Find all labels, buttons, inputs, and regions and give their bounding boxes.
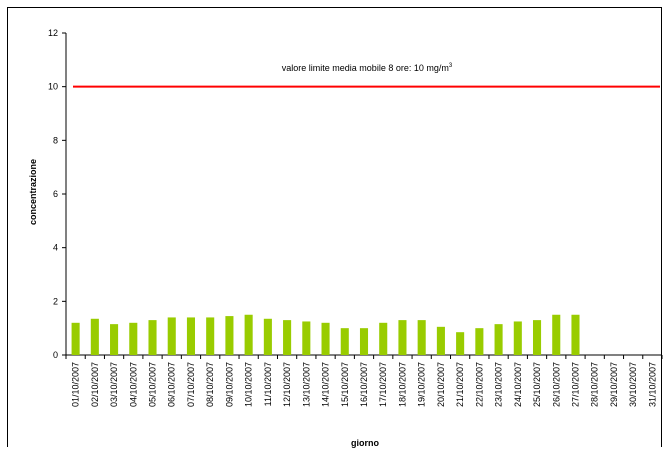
bar (494, 324, 503, 355)
x-tick-label: 04/10/2007 (128, 362, 138, 407)
x-tick-label: 26/10/2007 (551, 362, 561, 407)
chart-frame (7, 7, 662, 447)
x-tick-label: 07/10/2007 (186, 362, 196, 407)
y-tick-label: 12 (48, 28, 58, 38)
limit-label: valore limite media mobile 8 ore: 10 mg/… (282, 63, 453, 73)
bar (436, 326, 445, 355)
x-tick-label: 10/10/2007 (244, 362, 254, 407)
x-tick-label: 30/10/2007 (628, 362, 638, 407)
bar (129, 322, 138, 355)
x-tick-label: 06/10/2007 (167, 362, 177, 407)
x-tick-label: 11/10/2007 (263, 362, 273, 406)
bar (571, 314, 580, 355)
bar (513, 321, 522, 355)
x-axis-title: giorno (351, 438, 379, 448)
bar (302, 321, 311, 355)
bar (225, 316, 234, 355)
bars (71, 314, 580, 355)
x-tick-label: 27/10/2007 (570, 362, 580, 407)
x-tick-label: 05/10/2007 (148, 362, 158, 407)
x-tick-label: 17/10/2007 (378, 362, 388, 407)
x-tick-label: 19/10/2007 (417, 362, 427, 407)
bar (90, 318, 99, 355)
y-tick-label: 0 (53, 350, 58, 360)
x-tick-label: 08/10/2007 (205, 362, 215, 407)
x-tick-label: 23/10/2007 (494, 362, 504, 407)
x-tick-label: 02/10/2007 (90, 362, 100, 407)
x-tick-label: 15/10/2007 (340, 362, 350, 407)
bar (263, 318, 272, 355)
bar (456, 332, 465, 355)
bar (532, 320, 542, 355)
y-tick-label: 6 (53, 189, 58, 199)
bar (475, 328, 484, 355)
bar (148, 320, 157, 355)
bar (206, 317, 215, 355)
bar (552, 314, 561, 355)
bar (398, 320, 407, 355)
x-tick-label: 28/10/2007 (590, 362, 600, 407)
bar (283, 320, 292, 355)
limit-label-text: valore limite media mobile 8 ore: 10 mg/… (282, 63, 449, 73)
y-axis: 0 2 4 6 8 10 12 (48, 28, 67, 360)
bar (379, 322, 388, 355)
bar (110, 324, 119, 355)
x-tick-label: 21/10/2007 (455, 362, 465, 407)
limit-label-superscript: 3 (449, 63, 453, 69)
x-tick-label: 24/10/2007 (513, 362, 523, 407)
x-tick-label: 01/10/2007 (71, 362, 81, 407)
y-tick-label: 4 (53, 243, 58, 253)
bar (186, 317, 196, 355)
y-tick-label: 2 (53, 296, 58, 306)
x-tick-label: 25/10/2007 (532, 362, 542, 407)
x-tick-label: 09/10/2007 (224, 362, 234, 407)
x-axis: 01/10/2007 02/10/2007 03/10/2007 04/10/2007… (65, 354, 663, 407)
x-tick-label: 16/10/2007 (359, 362, 369, 407)
bar (359, 328, 369, 355)
x-tick-label: 12/10/2007 (282, 362, 292, 407)
bar (244, 314, 253, 355)
bar (71, 322, 80, 355)
x-tick-label: 14/10/2007 (321, 362, 331, 407)
y-axis-title: concentrazione (28, 159, 38, 225)
x-tick-label: 31/10/2007 (647, 362, 657, 407)
x-tick-label: 03/10/2007 (109, 362, 119, 407)
x-tick-label: 22/10/2007 (474, 362, 484, 407)
x-tick-label: 18/10/2007 (397, 362, 407, 407)
x-tick-label: 20/10/2007 (436, 362, 446, 407)
x-tick-label: 29/10/2007 (609, 362, 619, 407)
bar (321, 322, 330, 355)
y-tick-label: 8 (53, 135, 58, 145)
bar (167, 317, 176, 355)
x-tick-label: 13/10/2007 (301, 362, 311, 407)
y-tick-label: 10 (48, 82, 58, 92)
bar (340, 328, 349, 355)
bar (417, 320, 426, 355)
